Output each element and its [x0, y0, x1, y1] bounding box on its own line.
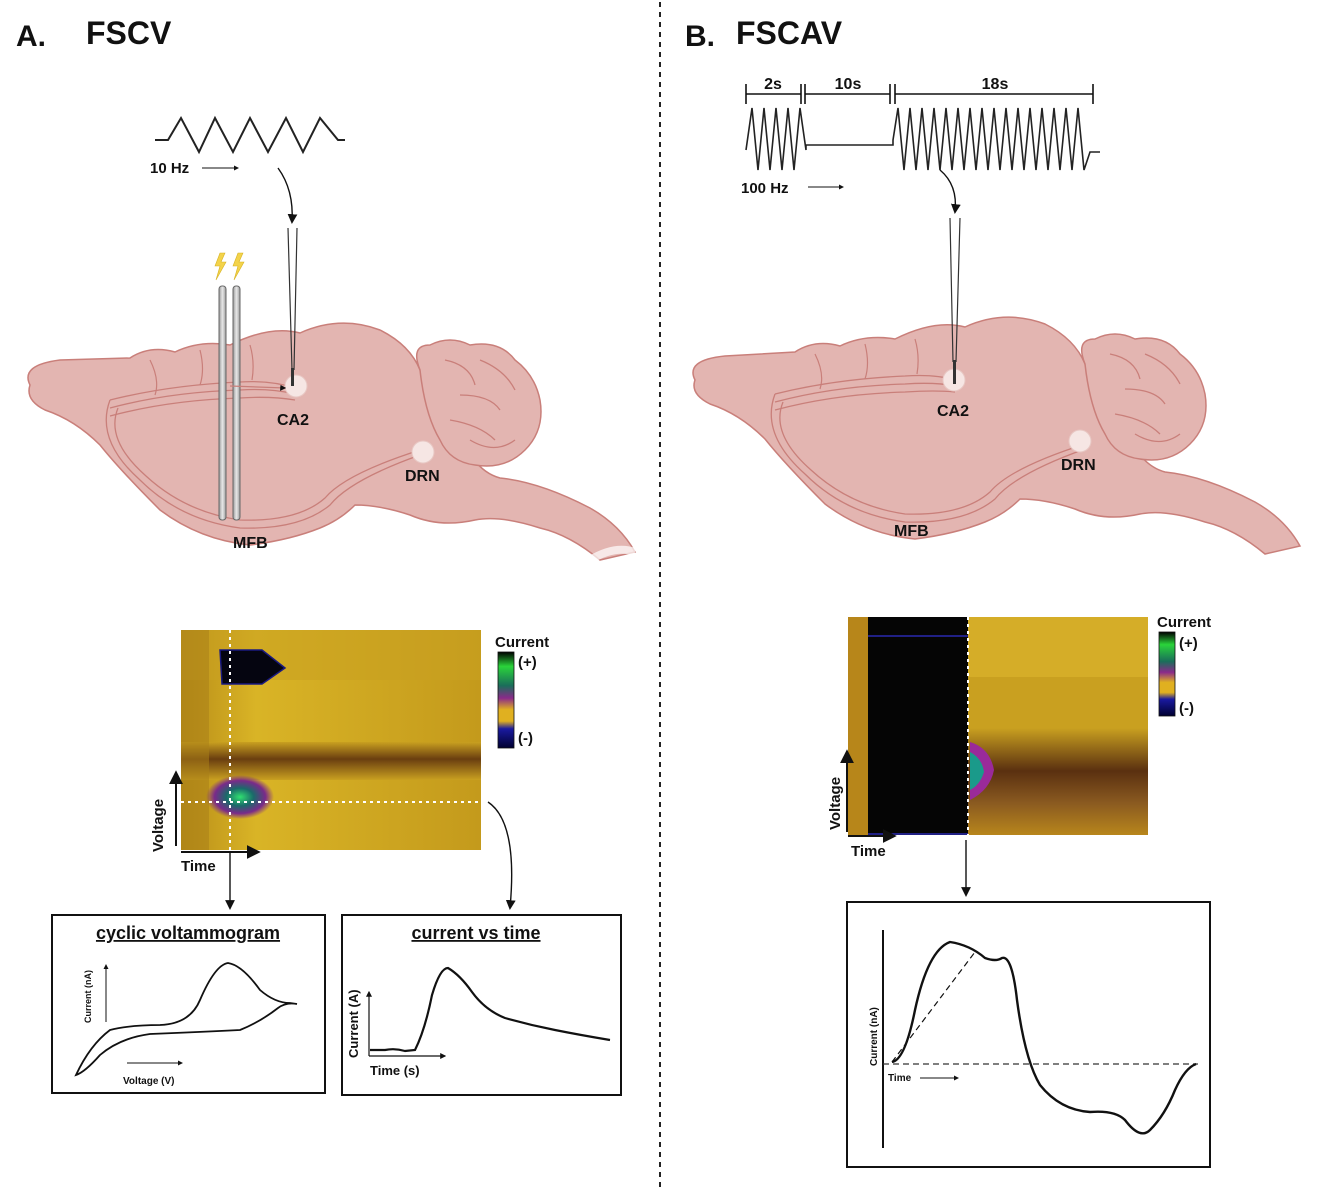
region-label-mfb: MFB [233, 535, 268, 552]
colorplot-b-scale [1158, 631, 1176, 717]
trace-x-label: Time [888, 1073, 912, 1084]
panel-a-letter: A. [16, 20, 46, 53]
cv-box-title: cyclic voltammogram [96, 923, 280, 943]
colorplot-b-legend-title: Current [1157, 614, 1211, 631]
recording-electrode [287, 227, 298, 371]
colorplot-b-x-label: Time [851, 843, 886, 860]
panel-a-title: FSCV [86, 15, 172, 51]
it-curve [370, 966, 611, 1053]
fscv-waveform [155, 115, 345, 155]
brain-sagittal-a [27, 322, 637, 564]
region-label-mfb: MFB [894, 523, 929, 540]
region-label-drn: DRN [405, 468, 440, 485]
lightning-icon [232, 252, 245, 281]
panel-b-title: FSCAV [736, 15, 843, 51]
colorplot-a-y-label: Voltage [150, 799, 167, 852]
colorplot-a-scale [497, 651, 515, 749]
recording-electrode-tip [291, 368, 294, 386]
fscv-frequency-label: 10 Hz [150, 160, 189, 177]
colorplot-b-legend-plus: (+) [1179, 635, 1198, 652]
region-label-ca2: CA2 [937, 403, 969, 420]
recording-electrode-tip [953, 360, 956, 384]
fscav-frequency-label: 100 Hz [741, 180, 789, 197]
cv-box [51, 914, 326, 1094]
arrow-to-it [487, 801, 516, 910]
waveform-to-electrode-arrow [277, 167, 298, 224]
colorplot-b-legend-minus: (-) [1179, 700, 1194, 717]
brain-sagittal-b [692, 316, 1302, 555]
stimulating-electrode [232, 285, 241, 521]
trace-curve [891, 940, 1197, 1135]
colorplot-a [181, 630, 481, 850]
recording-electrode [949, 217, 961, 363]
segment-label-2s: 2s [764, 76, 782, 93]
trace-y-label: Current (nA) [869, 1007, 880, 1066]
it-box-title: current vs time [411, 923, 540, 943]
cv-y-label: Current (nA) [83, 970, 93, 1023]
colorplot-b-y-label: Voltage [827, 777, 844, 830]
timing-brackets [745, 84, 1094, 104]
colorplot-a-x-label: Time [181, 858, 216, 875]
colorplot-a-legend-minus: (-) [518, 730, 533, 747]
stimulating-electrode [218, 285, 227, 521]
cv-x-label: Voltage (V) [123, 1076, 174, 1087]
trace-box [846, 901, 1211, 1168]
colorplot-b [848, 617, 1148, 835]
it-x-label: Time (s) [370, 1063, 420, 1078]
segment-label-10s: 10s [835, 76, 862, 93]
it-y-label: Current (A) [346, 989, 361, 1058]
waveform-to-electrode-arrow [939, 169, 961, 214]
cv-curve [74, 962, 298, 1077]
region-label-ca2: CA2 [277, 412, 309, 429]
pathway-arrow [229, 384, 287, 391]
colorplot-a-legend-title: Current [495, 634, 549, 651]
segment-label-18s: 18s [982, 76, 1009, 93]
region-label-drn: DRN [1061, 457, 1096, 474]
lightning-icon [214, 252, 227, 281]
it-box [341, 914, 622, 1096]
fscav-waveform [745, 107, 1100, 171]
panel-b-letter: B. [685, 20, 715, 53]
colorplot-a-legend-plus: (+) [518, 654, 537, 671]
